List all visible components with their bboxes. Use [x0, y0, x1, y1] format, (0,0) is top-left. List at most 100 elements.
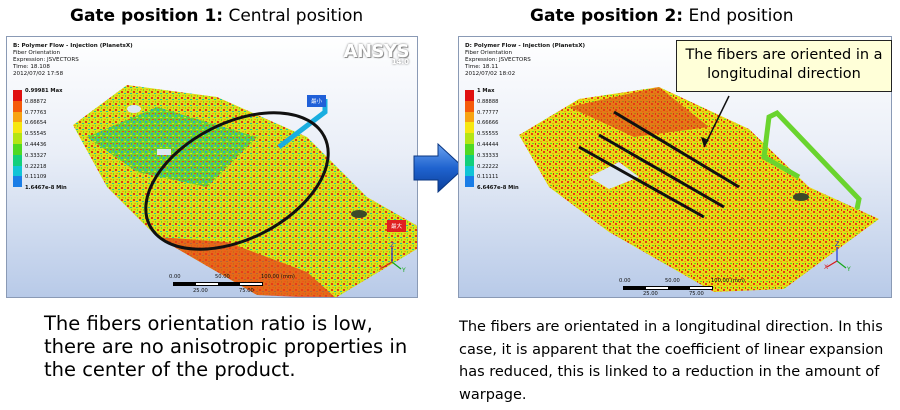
callout-pointer — [703, 95, 730, 148]
part-top-red — [569, 87, 709, 137]
left-result-header: B: Polymer Flow - Injection (PlanetsX) F… — [13, 43, 133, 78]
scale-tick: 50.00 — [665, 278, 680, 284]
right-header-line: D: Polymer Flow - Injection (PlanetsX) — [465, 43, 586, 49]
runner — [761, 109, 862, 210]
left-simulation-panel[interactable]: B: Polymer Flow - Injection (PlanetsX) F… — [6, 36, 418, 298]
legend-swatch — [465, 176, 474, 188]
legend-value: 0.66666 — [477, 120, 499, 127]
legend-swatch — [465, 122, 474, 134]
hole — [589, 162, 639, 189]
legend-value: 0.66654 — [25, 120, 47, 127]
scale-tick: 100.00 (mm) — [711, 278, 745, 284]
legend-value: 0.11111 — [477, 174, 499, 181]
left-header-line: B: Polymer Flow - Injection (PlanetsX) — [13, 43, 133, 49]
max-tag: 最大 — [387, 220, 407, 232]
legend-swatch — [465, 90, 474, 101]
legend-value: 6.6467e-8 Min — [477, 185, 519, 192]
low-orientation-ellipse — [144, 111, 330, 251]
hole — [157, 149, 171, 155]
right-heading: Gate position 2: End position — [530, 6, 794, 26]
axis-label: Z — [835, 241, 839, 248]
left-heading-bold: Gate position 1: — [70, 6, 224, 26]
scale-tick: 25.00 — [193, 288, 208, 294]
legend-value: 1 Max — [477, 88, 495, 94]
right-header-line: Expression: JSVECTORS — [465, 57, 531, 63]
right-heading-bold: Gate position 2: — [530, 6, 684, 26]
hole — [127, 105, 141, 113]
left-heading: Gate position 1: Central position — [70, 6, 363, 26]
legend-value: 0.88872 — [25, 98, 47, 105]
legend-value: 0.44444 — [477, 141, 499, 148]
legend-swatch — [13, 165, 22, 177]
legend-value: 0.88888 — [477, 98, 499, 105]
axis-label: Y — [846, 266, 851, 273]
legend-value: 0.22218 — [25, 163, 47, 170]
axis-label: Z — [390, 242, 394, 249]
legend-value: 0.99981 Max — [25, 88, 63, 94]
left-legend: 0.99981 Max 0.88872 0.77763 0.66654 0.55… — [13, 88, 67, 194]
scale-bar-graphic — [623, 286, 713, 290]
legend-swatch — [13, 133, 22, 144]
fiber-direction-line — [578, 145, 705, 219]
legend-swatch — [465, 111, 474, 123]
left-header-line: 2012/07/02 17:58 — [13, 71, 64, 77]
right-scale-bar: 0.00 50.00 100.00 (mm) 25.00 75.00 — [619, 278, 745, 297]
left-axis-labels: Z X Y — [379, 242, 406, 274]
scale-tick: 25.00 — [643, 291, 658, 297]
right-header-line: Fiber Orientation — [465, 50, 513, 56]
legend-swatch — [13, 90, 22, 101]
legend-value: 0.55545 — [25, 131, 47, 138]
scale-tick: 50.00 — [215, 274, 230, 280]
left-header-line: Expression: JSVECTORS — [13, 57, 79, 63]
fiber-callout: The fibers are oriented in a longitudina… — [676, 40, 892, 92]
comparison-arrow-icon — [413, 142, 465, 194]
legend-value: 0.22222 — [477, 163, 499, 170]
legend-value: 0.77763 — [25, 109, 47, 116]
axis-label: Y — [401, 267, 406, 274]
legend-value: 1.6467e-8 Min — [25, 185, 67, 192]
ansys-logo: ANSYS 14.0 — [344, 41, 410, 66]
legend-swatch — [465, 133, 474, 144]
legend-value: 0.11109 — [25, 174, 47, 181]
right-part-model: Z X Y — [519, 87, 879, 292]
hole — [351, 210, 367, 218]
legend-swatch — [465, 165, 474, 177]
scale-bar-graphic — [173, 282, 263, 286]
axis-triad — [381, 248, 402, 270]
right-header-line: Time: 18.11 — [465, 64, 499, 70]
legend-swatch — [13, 122, 22, 134]
hole — [793, 193, 809, 201]
axis-label: X — [379, 265, 383, 272]
legend-value: 0.55555 — [477, 131, 499, 138]
scale-tick: 0.00 — [619, 278, 631, 284]
left-header-line: Time: 18.108 — [13, 64, 50, 70]
legend-value: 0.33327 — [25, 152, 47, 159]
legend-swatch — [13, 100, 22, 112]
left-heading-rest: Central position — [223, 6, 364, 26]
scale-tick: 100.00 (mm) — [261, 274, 295, 280]
left-caption: The fibers orientation ratio is low, the… — [44, 312, 408, 381]
scale-tick: 75.00 — [689, 291, 704, 297]
legend-swatch — [13, 154, 22, 166]
fiber-direction-line — [598, 133, 725, 209]
right-legend: 1 Max 0.88888 0.77777 0.66666 0.55555 0.… — [465, 88, 519, 194]
right-result-header: D: Polymer Flow - Injection (PlanetsX) F… — [465, 43, 585, 78]
callout-pointer-head — [701, 137, 709, 147]
legend-value: 0.44436 — [25, 141, 47, 148]
ansys-version: 14.0 — [391, 58, 409, 66]
left-scale-bar: 0.00 50.00 100.00 (mm) 25.00 75.00 — [169, 274, 295, 296]
left-header-line: Fiber Orientation — [13, 50, 61, 56]
right-caption: The fibers are orientated in a longitudi… — [459, 319, 884, 403]
scale-tick: 75.00 — [239, 288, 254, 294]
legend-swatch — [13, 176, 22, 188]
scale-tick: 0.00 — [169, 274, 181, 280]
axis-label: X — [824, 264, 828, 271]
axis-triad — [826, 247, 847, 269]
part-edge-red — [157, 237, 335, 297]
legend-swatch — [465, 100, 474, 112]
legend-value: 0.77777 — [477, 109, 499, 116]
legend-swatch — [465, 154, 474, 166]
legend-swatch — [13, 111, 22, 123]
min-tag: 最小 — [307, 95, 327, 107]
fiber-direction-line — [613, 110, 740, 189]
